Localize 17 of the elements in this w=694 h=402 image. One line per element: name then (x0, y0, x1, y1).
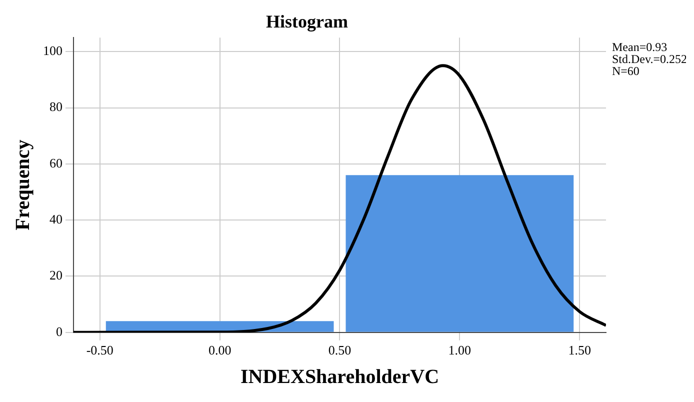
x-axis-title: INDEXShareholderVC (240, 366, 440, 388)
x-tick-label: 1.00 (448, 342, 472, 358)
text: Std.Dev.=0.252 (612, 52, 687, 66)
y-tick-label: 100 (43, 43, 62, 58)
chart-title: Histogram (266, 11, 348, 32)
x-tick-label: 0.00 (208, 342, 232, 358)
y-tick-label: 0 (56, 324, 62, 339)
y-tick-label: 40 (50, 212, 62, 227)
text: Mean=0.93 (612, 40, 668, 54)
text: N=60 (612, 64, 640, 78)
y-tick-label: 80 (50, 99, 62, 114)
x-tick-label: 1.50 (568, 342, 591, 358)
y-tick-label: 20 (50, 268, 62, 283)
x-tick-label: -0.50 (86, 342, 114, 358)
x-tick-label: 0.50 (328, 342, 352, 358)
y-tick-label: 60 (50, 155, 62, 170)
y-axis-title: Frequency (12, 140, 34, 230)
